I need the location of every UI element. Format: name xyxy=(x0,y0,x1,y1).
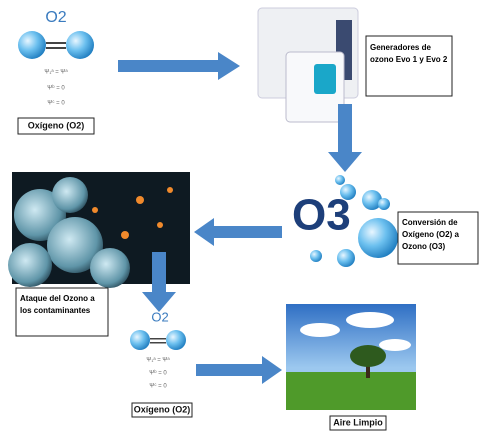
particle xyxy=(121,231,129,239)
equation: Ψᵇ = 0 xyxy=(47,85,65,92)
arrow xyxy=(196,356,282,384)
cloud xyxy=(300,323,340,337)
bubble xyxy=(335,175,345,185)
diagram: O2 Ψ₁ᵃ = Ψᵃ Ψᵇ = 0 Ψᶜ = 0 Oxígeno (O2) G… xyxy=(0,0,484,432)
label-wrap: Ataque del Ozono a los contaminantes xyxy=(20,290,106,336)
bubble xyxy=(340,184,356,200)
atom xyxy=(18,31,46,59)
tree xyxy=(350,345,386,367)
atom xyxy=(66,31,94,59)
arrow xyxy=(194,218,282,246)
label: Ataque del Ozono a los contaminantes xyxy=(20,290,106,317)
bubble xyxy=(337,249,355,267)
bond xyxy=(46,42,66,44)
atom xyxy=(130,330,150,350)
oxygen-node: O2 Ψ₁ᵃ = Ψᵃ Ψᵇ = 0 Ψᶜ = 0 Oxígeno (O2) xyxy=(130,309,192,417)
generator-node: Generadores de ozono Evo 1 y Evo 2 xyxy=(258,8,452,122)
particle xyxy=(157,222,163,228)
bubble xyxy=(310,250,322,262)
clean-air-node: Aire Limpio xyxy=(286,304,416,430)
bond xyxy=(46,47,66,49)
bond xyxy=(150,342,166,344)
cloud xyxy=(346,312,394,328)
label-wrap: Generadores de ozono Evo 1 y Evo 2 xyxy=(370,38,450,96)
oxygen-node: O2 Ψ₁ᵃ = Ψᵃ Ψᵇ = 0 Ψᶜ = 0 Oxígeno (O2) xyxy=(18,9,94,134)
label: Oxígeno (O2) xyxy=(28,120,85,130)
equation: Ψᵇ = 0 xyxy=(149,370,167,377)
cell xyxy=(90,248,130,288)
atom xyxy=(166,330,186,350)
equation: Ψ₁ᵃ = Ψᵃ xyxy=(146,358,170,364)
cell xyxy=(8,243,52,287)
formula: O2 xyxy=(151,309,168,324)
particle xyxy=(167,187,173,193)
label: Generadores de ozono Evo 1 y Evo 2 xyxy=(370,38,450,66)
display xyxy=(314,64,336,94)
particle xyxy=(92,207,98,213)
equation: Ψᶜ = 0 xyxy=(149,384,167,390)
label-wrap: Conversión de Oxígeno (O2) a Ozono (O3) xyxy=(402,214,476,264)
ozone-node: O3 Conversión de Oxígeno (O2) a Ozono (O… xyxy=(292,175,478,267)
label: Conversión de Oxígeno (O2) a Ozono (O3) xyxy=(402,214,476,253)
formula: O2 xyxy=(45,9,66,26)
bond xyxy=(150,338,166,340)
cloud xyxy=(379,339,411,351)
label: Oxígeno (O2) xyxy=(134,404,191,414)
cell xyxy=(52,177,88,213)
bubble xyxy=(358,218,398,258)
field xyxy=(286,372,416,410)
particle xyxy=(136,196,144,204)
arrow xyxy=(118,52,240,80)
bubble xyxy=(378,198,390,210)
label: Aire Limpio xyxy=(333,417,383,427)
equation: Ψᶜ = 0 xyxy=(47,101,65,107)
equation: Ψ₁ᵃ = Ψᵃ xyxy=(44,70,68,76)
formula: O3 xyxy=(292,191,351,240)
